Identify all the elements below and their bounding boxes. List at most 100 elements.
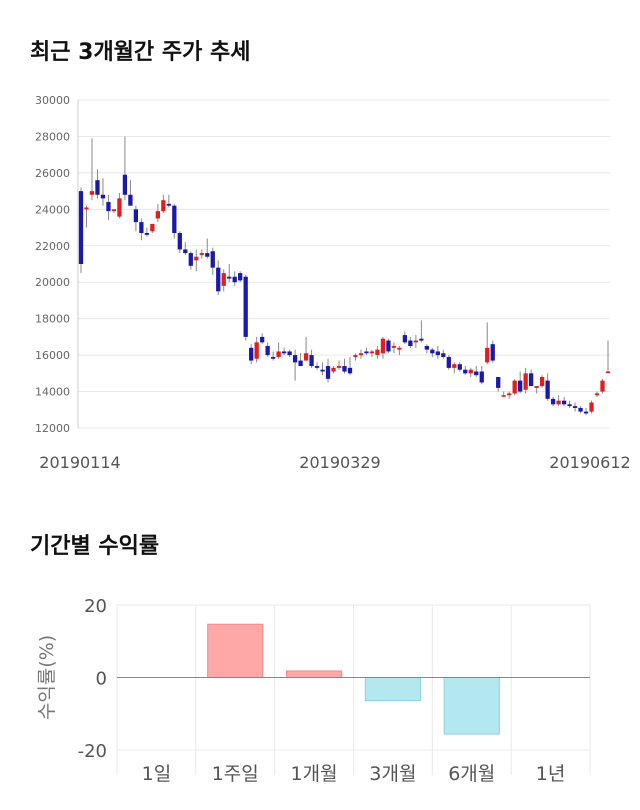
x-tick-label: 6개월 bbox=[448, 763, 495, 785]
candle-body bbox=[501, 395, 506, 397]
candle-body bbox=[161, 200, 166, 212]
candle-body bbox=[320, 369, 325, 372]
candle-body bbox=[600, 380, 605, 392]
candle-body bbox=[358, 353, 364, 356]
candle-body bbox=[166, 203, 171, 206]
candle-body bbox=[594, 393, 600, 396]
candle-body bbox=[490, 344, 495, 361]
candle-body bbox=[303, 353, 309, 361]
candle-body bbox=[227, 276, 232, 279]
candle-body bbox=[424, 346, 429, 350]
candle-body bbox=[496, 376, 501, 388]
candle-body bbox=[254, 342, 259, 359]
candle-body bbox=[155, 211, 160, 219]
return-bar bbox=[443, 677, 500, 735]
y-tick-label: 0 bbox=[96, 669, 107, 690]
return-chart-title: 기간별 수익률 bbox=[30, 534, 160, 559]
candle-body bbox=[347, 367, 353, 374]
candle-body bbox=[117, 198, 122, 217]
candle-body bbox=[336, 366, 342, 368]
candle-body bbox=[292, 355, 298, 363]
candle-body bbox=[441, 353, 446, 357]
y-axis-label: 수익률(%) bbox=[36, 635, 58, 720]
candle-body bbox=[353, 355, 358, 357]
candle-body bbox=[281, 351, 287, 354]
candle-body bbox=[314, 366, 320, 368]
y-tick-label: 20000 bbox=[35, 276, 70, 289]
candle-body bbox=[572, 406, 578, 408]
price-chart-title: 최근 3개월간 주가 추세 bbox=[30, 40, 251, 65]
candle-body bbox=[221, 273, 226, 286]
candle-body bbox=[177, 233, 182, 250]
y-tick-label: 14000 bbox=[35, 386, 70, 399]
x-tick-label: 1개월 bbox=[291, 763, 338, 785]
candle-body bbox=[468, 369, 473, 374]
candle-body bbox=[485, 347, 490, 363]
y-tick-label: 18000 bbox=[35, 313, 70, 326]
candle-body bbox=[430, 349, 435, 354]
candle-body bbox=[419, 338, 424, 341]
candle-body bbox=[243, 276, 248, 337]
candle-body bbox=[529, 373, 534, 387]
y-tick-label: 22000 bbox=[35, 240, 70, 253]
candle-body bbox=[375, 349, 380, 356]
candle-body bbox=[265, 346, 270, 356]
candle-body bbox=[408, 340, 413, 346]
candle-body bbox=[479, 371, 484, 383]
candle-body bbox=[589, 402, 594, 412]
candle-body bbox=[605, 371, 611, 374]
candle-body bbox=[567, 404, 572, 407]
candle-body bbox=[446, 356, 451, 368]
candle-body bbox=[270, 356, 276, 359]
candle-body bbox=[89, 191, 95, 195]
candle-body bbox=[128, 194, 133, 206]
candle-body bbox=[133, 209, 139, 223]
y-tick-label: 28000 bbox=[35, 130, 70, 143]
candle-body bbox=[457, 364, 462, 370]
x-tick-label: 20190329 bbox=[299, 453, 380, 472]
candle-body bbox=[287, 351, 292, 356]
x-tick-label: 20190114 bbox=[39, 453, 120, 472]
candle-body bbox=[188, 253, 193, 266]
candle-body bbox=[183, 249, 188, 254]
candle-body bbox=[518, 380, 523, 392]
x-tick-label: 1년 bbox=[536, 763, 566, 785]
candle-body bbox=[539, 376, 545, 387]
candle-body bbox=[386, 340, 391, 352]
candle-body bbox=[199, 253, 204, 255]
candle-body bbox=[194, 256, 199, 261]
x-tick-label: 20190612 bbox=[549, 453, 630, 472]
period-return-bar-chart: 20 0 -20 1일 1주일 1개월 3개월 6개월 1년 수익률(%) bbox=[36, 596, 591, 785]
candle-body bbox=[276, 351, 281, 357]
candle-body bbox=[106, 202, 111, 212]
candle-body bbox=[413, 340, 419, 343]
return-bar bbox=[207, 623, 264, 678]
candle-body bbox=[325, 366, 331, 379]
candle-body bbox=[512, 380, 517, 394]
candle-body bbox=[578, 407, 583, 412]
candle-body bbox=[84, 207, 89, 210]
candle-body bbox=[122, 174, 128, 195]
candle-body bbox=[397, 347, 402, 350]
candle-body bbox=[111, 209, 117, 212]
candle-body bbox=[232, 276, 237, 283]
candle-body bbox=[260, 336, 265, 343]
candle-body bbox=[391, 346, 397, 348]
candle-body bbox=[100, 194, 106, 199]
candle-body bbox=[534, 386, 539, 388]
candle-body bbox=[298, 360, 303, 367]
y-tick-label: 12000 bbox=[35, 422, 70, 435]
candle-body bbox=[309, 355, 314, 367]
candle-body bbox=[342, 366, 347, 372]
candle-body bbox=[369, 351, 375, 354]
y-tick-label: 16000 bbox=[35, 349, 70, 362]
candle-body bbox=[474, 371, 479, 376]
candle-body bbox=[583, 411, 589, 414]
candle-body bbox=[78, 191, 84, 264]
candle-body bbox=[210, 251, 215, 268]
candle-body bbox=[561, 400, 567, 405]
candle-body bbox=[144, 233, 150, 235]
candle-body bbox=[452, 364, 457, 368]
candle-body bbox=[331, 367, 336, 372]
candle-body bbox=[523, 373, 528, 390]
